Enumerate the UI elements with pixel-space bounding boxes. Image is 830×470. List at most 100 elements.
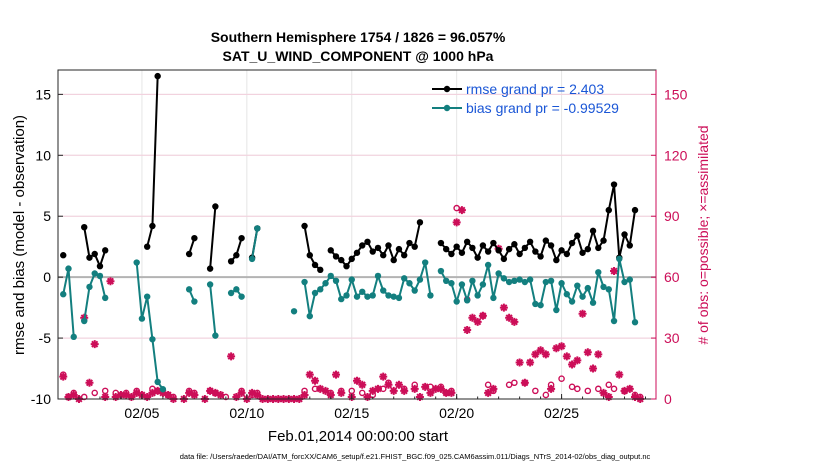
legend: rmse grand pr = 2.403 bias grand pr = -0…	[432, 81, 619, 116]
right-tick-label-2: 60	[664, 269, 680, 285]
y-tick-label-0: -10	[31, 391, 51, 407]
obs-assimilated-point	[473, 317, 482, 326]
rmse-point	[306, 252, 313, 259]
right-tick-label-5: 150	[664, 86, 688, 102]
obs-assimilated-point	[227, 352, 236, 361]
rmse-point	[353, 249, 361, 256]
obs-possible-point	[532, 387, 539, 395]
obs-assimilated-point	[436, 384, 445, 393]
bias-point	[605, 286, 612, 293]
obs-assimilated-point	[379, 372, 388, 381]
rmse-point	[238, 234, 245, 242]
bias-point	[306, 312, 313, 320]
rmse-point	[343, 262, 350, 270]
rmse-point	[621, 231, 628, 238]
bias-point	[185, 286, 193, 293]
y-tick-label-1: -5	[39, 330, 52, 346]
x-tick-label-0: 02/05	[124, 405, 159, 421]
bias-point	[495, 270, 502, 277]
bias-point	[143, 293, 151, 300]
rmse-point	[558, 247, 565, 254]
obs-assimilated-point	[599, 388, 608, 397]
rmse-point	[448, 250, 455, 258]
bias-point	[327, 272, 334, 280]
bias-point	[81, 317, 88, 325]
data-file-footer: data file: /Users/raeder/DAI/ATM_forcXX/…	[180, 452, 651, 461]
obs-assimilated-point	[557, 342, 566, 351]
right-axis-label: # of obs: o=possible; ×=assimilated	[695, 125, 711, 344]
bias-point	[626, 276, 633, 283]
rmse-point	[401, 252, 408, 259]
bias-point	[301, 278, 308, 286]
rmse-point	[474, 254, 481, 261]
bias-point	[348, 276, 355, 283]
obs-assimilated-point	[164, 390, 173, 399]
rmse-point	[86, 254, 93, 261]
obs-assimilated-point	[552, 344, 561, 353]
obs-possible-point	[511, 379, 518, 387]
obs-possible-point	[610, 385, 618, 393]
rmse-point	[542, 237, 550, 244]
rmse-point	[91, 250, 98, 258]
bias-point	[558, 280, 565, 287]
x-tick-label-4: 02/25	[544, 405, 579, 421]
bias-point	[227, 289, 235, 297]
obs-assimilated-point	[431, 384, 440, 393]
bias-point	[600, 283, 607, 291]
obs-assimilated-point	[206, 386, 215, 395]
obs-assimilated-point	[69, 390, 78, 399]
rmse-point	[191, 234, 198, 242]
rmse-point	[479, 242, 487, 249]
bias-point	[542, 278, 550, 286]
bias-point	[290, 308, 298, 315]
bias-point	[595, 269, 602, 276]
legend-rmse-marker	[443, 85, 451, 93]
obs-assimilated-point	[421, 382, 430, 391]
bias-line-segment	[251, 228, 259, 260]
obs-assimilated-point	[148, 388, 157, 397]
bias-point	[154, 378, 161, 386]
rmse-point	[458, 249, 466, 256]
obs-assimilated-point	[132, 388, 141, 397]
rmse-point	[589, 227, 597, 235]
bias-line-segment	[209, 284, 217, 336]
obs-assimilated-point	[85, 378, 94, 387]
obs-possible-point	[484, 381, 492, 389]
obs-assimilated-point	[536, 346, 545, 355]
rmse-point	[206, 265, 214, 272]
rmse-point	[143, 243, 151, 250]
bias-point	[421, 259, 429, 266]
obs-assimilated-point	[415, 392, 424, 401]
obs-assimilated-point	[583, 348, 592, 357]
rmse-point	[547, 242, 555, 249]
rmse-point	[406, 239, 413, 247]
rmse-point	[185, 250, 193, 258]
bias-point	[621, 278, 628, 286]
rmse-point	[348, 255, 355, 263]
chart-subtitle: SAT_U_WIND_COMPONENT @ 1000 hPa	[223, 48, 494, 64]
obs-assimilated-point	[426, 388, 435, 397]
y-axis-label: rmse and bias (model - observation)	[11, 115, 28, 355]
bias-point	[563, 291, 571, 298]
obs-assimilated-point	[604, 392, 613, 401]
obs-assimilated-point	[489, 384, 498, 393]
obs-possible-point	[542, 391, 550, 399]
obs-assimilated-point	[358, 380, 367, 389]
rmse-point	[301, 222, 308, 230]
obs-assimilated-point	[64, 392, 73, 401]
obs-assimilated-point	[510, 317, 519, 326]
bias-point	[547, 277, 555, 285]
obs-assimilated-point	[457, 206, 466, 215]
bias-point	[537, 301, 544, 309]
bias-point	[380, 287, 387, 294]
chart-title: Southern Hemisphere 1754 / 1826 = 96.057…	[211, 29, 506, 45]
bias-point	[427, 292, 434, 299]
obs-assimilated-point	[59, 372, 68, 381]
obs-possible-point	[574, 385, 581, 393]
rmse-point	[416, 219, 424, 226]
bias-point	[453, 298, 460, 305]
rmse-point	[463, 238, 471, 246]
rmse-point	[469, 244, 476, 252]
rmse-point	[532, 248, 539, 255]
